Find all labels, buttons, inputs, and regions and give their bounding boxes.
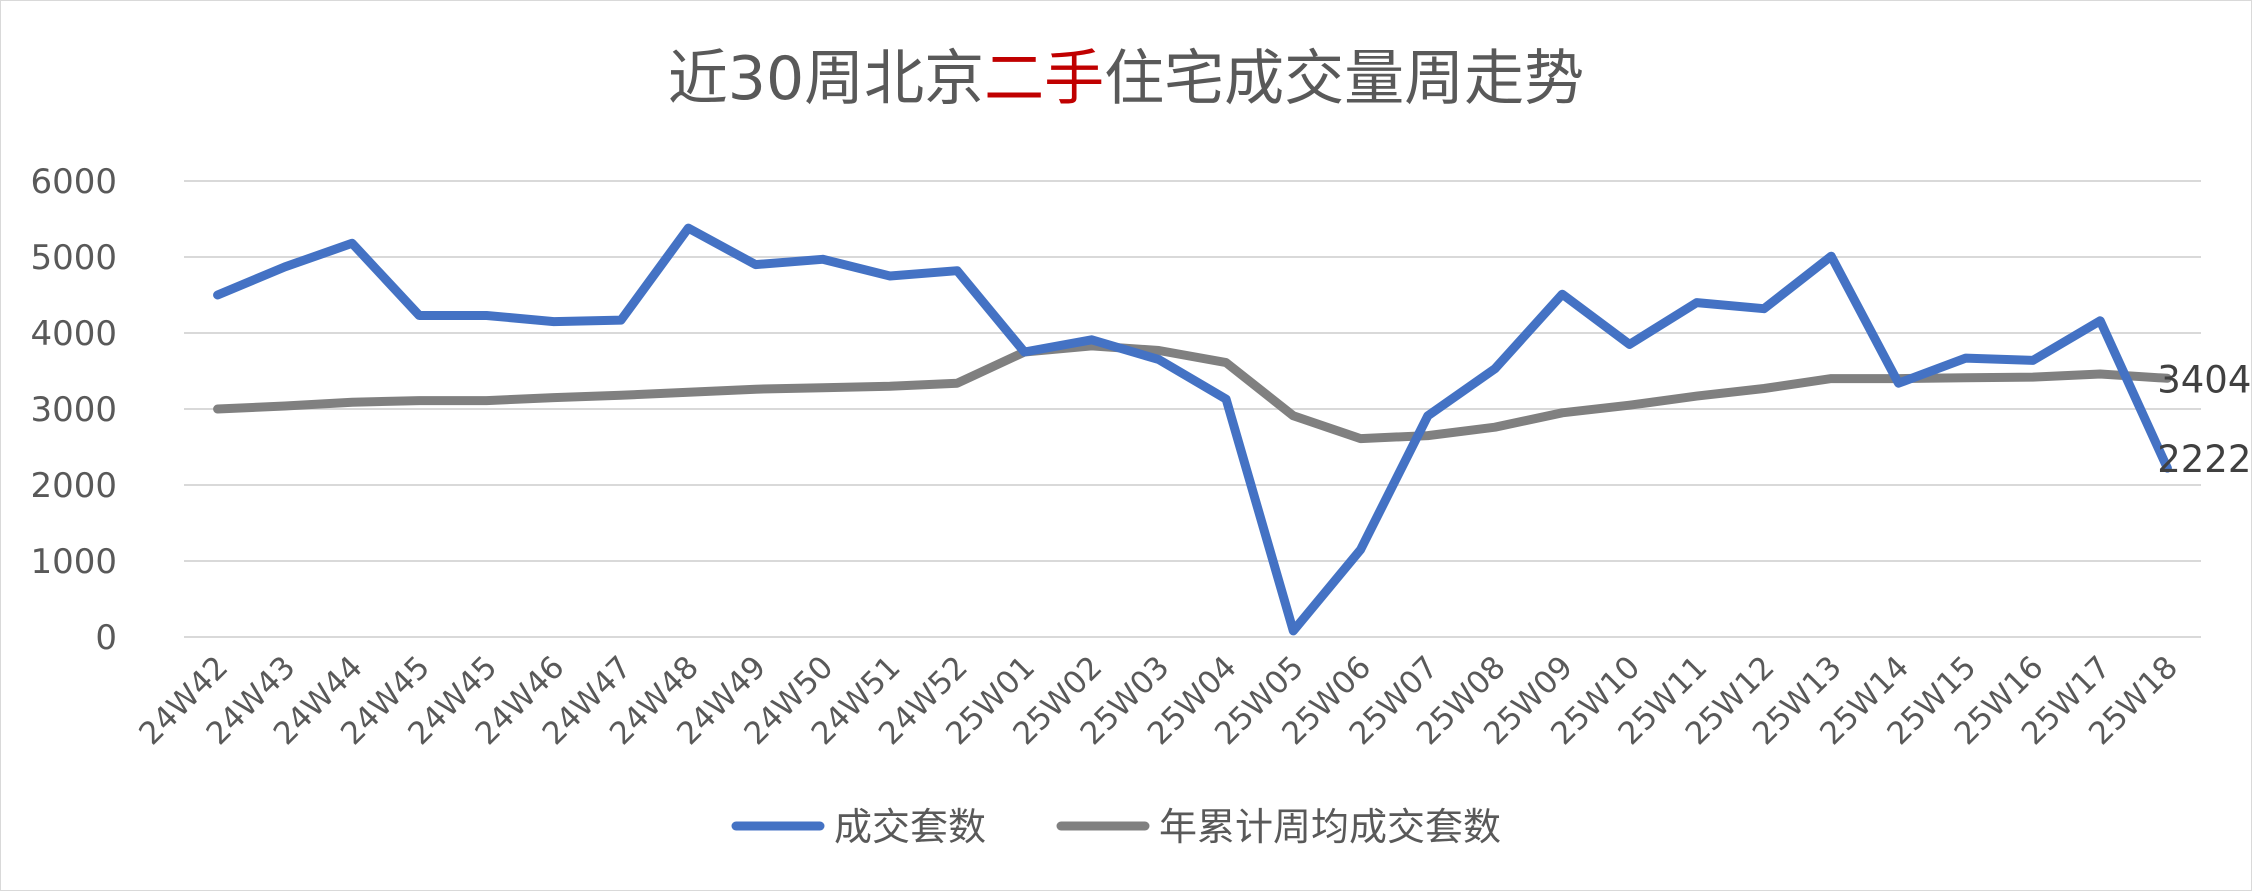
x-axis-tick-labels: 24W4224W4324W4424W4524W4524W4624W4724W48…	[132, 649, 2185, 752]
y-axis-tick-labels: 0 1000 2000 3000 4000 5000 6000	[30, 162, 117, 658]
chart-title: 近30周北京二手住宅成交量周走势	[668, 44, 1584, 114]
chart-title-part-2: 住宅成交量周走势	[1104, 44, 1584, 114]
series-line-0	[213, 223, 2172, 636]
series-line-1	[213, 341, 2172, 444]
data-labels: 2222 3404	[2157, 358, 2251, 481]
legend-label-1: 年累计周均成交套数	[1159, 805, 1501, 849]
legend-label-0: 成交套数	[834, 805, 986, 849]
gridlines	[184, 180, 2201, 638]
y-tick-label: 3000	[30, 390, 117, 430]
series-lines	[213, 223, 2172, 636]
chart-title-accent: 二手	[984, 44, 1104, 114]
end-data-label-0: 2222	[2157, 438, 2251, 481]
y-tick-label: 4000	[30, 314, 117, 354]
y-tick-label: 1000	[30, 542, 117, 582]
legend: 成交套数 年累计周均成交套数	[731, 805, 1501, 849]
y-tick-label: 0	[95, 618, 117, 658]
y-tick-label: 5000	[30, 238, 117, 278]
y-tick-label: 6000	[30, 162, 117, 202]
chart-title-part-1: 近30周北京	[668, 44, 984, 114]
y-tick-label: 2000	[30, 466, 117, 506]
end-data-label-1: 3404	[2157, 358, 2251, 401]
